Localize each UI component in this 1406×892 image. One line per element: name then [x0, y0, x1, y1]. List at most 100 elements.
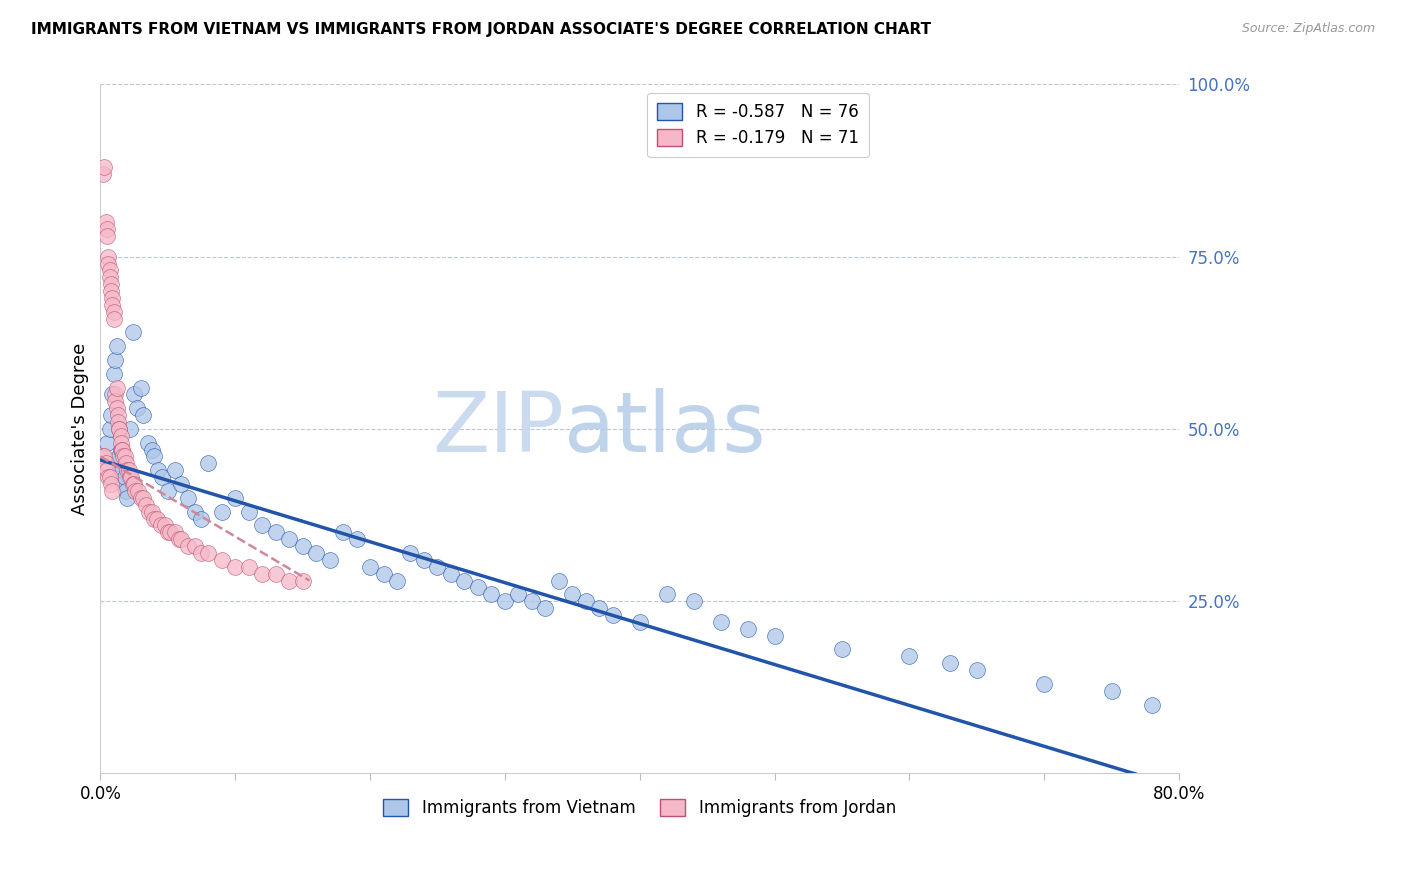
Point [141, 505, 163, 519]
Point [291, 539, 314, 553]
Point [114, 450, 136, 464]
Text: Source: ZipAtlas.com: Source: ZipAtlas.com [1241, 22, 1375, 36]
Point [136, 435, 159, 450]
Point [939, 656, 962, 670]
Point [117, 463, 139, 477]
Y-axis label: Associate's Degree: Associate's Degree [72, 343, 89, 515]
Point [124, 483, 146, 498]
Point [440, 566, 463, 581]
Point [108, 422, 131, 436]
Point [264, 566, 287, 581]
Point [121, 326, 143, 340]
Point [1140, 698, 1163, 712]
Point [264, 525, 287, 540]
Point [132, 408, 155, 422]
Point [547, 574, 569, 588]
Point [115, 483, 138, 498]
Point [110, 429, 132, 443]
Point [105, 339, 128, 353]
Point [101, 387, 124, 401]
Point [520, 594, 543, 608]
Point [107, 415, 129, 429]
Point [385, 574, 408, 588]
Point [110, 435, 132, 450]
Point [111, 463, 134, 477]
Point [163, 463, 186, 477]
Point [167, 532, 190, 546]
Point [138, 505, 160, 519]
Point [534, 601, 557, 615]
Point [132, 491, 155, 505]
Point [97, 256, 120, 270]
Point [278, 574, 301, 588]
Point [966, 663, 988, 677]
Point [467, 581, 489, 595]
Point [238, 505, 260, 519]
Point [104, 353, 127, 368]
Point [107, 408, 129, 422]
Point [177, 491, 200, 505]
Point [96, 222, 118, 236]
Point [628, 615, 651, 629]
Point [96, 229, 118, 244]
Text: ZIP: ZIP [432, 388, 564, 469]
Point [117, 491, 139, 505]
Point [190, 511, 212, 525]
Point [121, 477, 143, 491]
Point [97, 250, 120, 264]
Point [898, 649, 921, 664]
Point [98, 422, 121, 436]
Point [291, 574, 314, 588]
Point [135, 498, 157, 512]
Point [190, 546, 212, 560]
Point [682, 594, 704, 608]
Point [112, 477, 135, 491]
Point [224, 559, 246, 574]
Point [831, 642, 853, 657]
Point [184, 505, 207, 519]
Point [655, 587, 678, 601]
Point [413, 553, 436, 567]
Point [479, 587, 502, 601]
Point [710, 615, 733, 629]
Point [156, 483, 179, 498]
Point [224, 491, 246, 505]
Point [318, 553, 340, 567]
Point [250, 566, 273, 581]
Point [494, 594, 516, 608]
Point [118, 422, 141, 436]
Point [184, 539, 207, 553]
Point [737, 622, 759, 636]
Point [1033, 677, 1056, 691]
Point [107, 456, 129, 470]
Point [122, 387, 145, 401]
Point [575, 594, 598, 608]
Point [238, 559, 260, 574]
Point [118, 463, 141, 477]
Point [453, 574, 475, 588]
Point [148, 463, 170, 477]
Point [146, 511, 169, 525]
Point [108, 422, 131, 436]
Point [211, 553, 233, 567]
Text: atlas: atlas [564, 388, 766, 469]
Point [127, 483, 149, 498]
Point [170, 532, 193, 546]
Point [115, 456, 138, 470]
Point [105, 381, 128, 395]
Point [197, 456, 219, 470]
Point [103, 305, 125, 319]
Point [156, 525, 179, 540]
Point [163, 525, 186, 540]
Point [111, 442, 134, 457]
Point [143, 450, 166, 464]
Point [108, 450, 131, 464]
Point [93, 160, 115, 174]
Point [112, 450, 135, 464]
Point [508, 587, 530, 601]
Point [118, 470, 141, 484]
Point [97, 470, 120, 484]
Text: IMMIGRANTS FROM VIETNAM VS IMMIGRANTS FROM JORDAN ASSOCIATE'S DEGREE CORRELATION: IMMIGRANTS FROM VIETNAM VS IMMIGRANTS FR… [31, 22, 931, 37]
Point [96, 463, 118, 477]
Point [93, 450, 115, 464]
